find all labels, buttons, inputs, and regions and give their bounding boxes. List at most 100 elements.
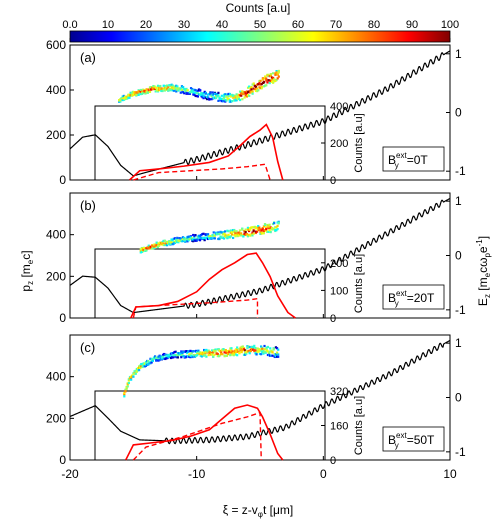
beam-cell bbox=[261, 350, 264, 354]
beam-cell bbox=[139, 249, 142, 252]
beam-cell bbox=[235, 99, 238, 102]
beam-cell bbox=[256, 87, 259, 90]
beam-cell bbox=[154, 86, 157, 89]
beam-cell bbox=[274, 229, 277, 232]
beam-cell bbox=[177, 87, 180, 91]
beam-cell bbox=[234, 99, 237, 102]
beam-cell bbox=[267, 227, 270, 230]
beam-cell bbox=[164, 88, 168, 91]
beam-cell bbox=[262, 81, 266, 84]
beam-cell bbox=[160, 356, 164, 359]
beam-cell bbox=[154, 243, 157, 246]
beam-cell bbox=[181, 238, 185, 241]
beam-cell bbox=[122, 97, 125, 100]
beam-cell bbox=[156, 356, 159, 359]
beam-cell bbox=[216, 352, 219, 356]
beam-cell bbox=[217, 231, 220, 234]
beam-cell bbox=[175, 84, 178, 87]
beam-cell bbox=[182, 355, 185, 358]
beam-cell bbox=[255, 351, 258, 354]
beam-cell bbox=[256, 83, 259, 86]
beam-cell bbox=[167, 356, 170, 359]
beam-cell bbox=[250, 347, 254, 350]
beam-cell bbox=[165, 354, 168, 357]
beam-cell bbox=[186, 92, 189, 95]
beam-cell bbox=[218, 354, 222, 357]
right-tick-label: 0 bbox=[455, 106, 462, 120]
beam-cell bbox=[167, 354, 170, 357]
beam-cell bbox=[164, 353, 167, 357]
spectrum-dashed-line bbox=[132, 297, 259, 319]
phase-space-beam bbox=[123, 344, 280, 398]
beam-cell bbox=[274, 354, 278, 358]
beam-cell bbox=[173, 237, 177, 240]
beam-cell bbox=[139, 248, 142, 251]
field-label-box bbox=[382, 284, 445, 310]
beam-cell bbox=[232, 229, 235, 232]
beam-cell bbox=[187, 238, 190, 241]
beam-cell bbox=[160, 242, 163, 245]
beam-cell bbox=[213, 234, 216, 237]
beam-cell bbox=[192, 240, 195, 243]
left-axis-label: pz [mec] bbox=[19, 250, 35, 291]
beam-cell bbox=[241, 348, 244, 352]
beam-cell bbox=[226, 353, 230, 356]
beam-cell bbox=[188, 353, 191, 356]
beam-cell bbox=[264, 351, 267, 354]
beam-cell bbox=[260, 85, 263, 89]
beam-cell bbox=[121, 97, 124, 100]
beam-cell bbox=[146, 363, 149, 366]
beam-cell bbox=[238, 98, 242, 102]
beam-cell bbox=[268, 81, 271, 85]
beam-cell bbox=[246, 235, 250, 238]
beam-cell bbox=[251, 90, 254, 93]
beam-cell bbox=[146, 91, 149, 94]
beam-cell bbox=[251, 226, 254, 229]
beam-cell bbox=[184, 90, 187, 93]
beam-cell bbox=[265, 229, 268, 232]
beam-cell bbox=[200, 95, 203, 98]
beam-cell bbox=[160, 243, 163, 246]
beam-cell bbox=[151, 245, 154, 248]
beam-cell bbox=[189, 354, 192, 357]
beam-cell bbox=[236, 96, 239, 99]
beam-cell bbox=[168, 243, 171, 246]
beam-cell bbox=[226, 98, 229, 101]
beam-cell bbox=[253, 344, 256, 347]
beam-cell bbox=[134, 91, 137, 94]
beam-cell bbox=[207, 350, 210, 353]
beam-cell bbox=[163, 243, 166, 247]
beam-cell bbox=[259, 79, 262, 82]
beam-cell bbox=[172, 237, 175, 240]
colorbar-tick-label: 90 bbox=[406, 19, 418, 31]
beam-cell bbox=[138, 366, 141, 369]
beam-cell bbox=[181, 351, 184, 355]
beam-cell bbox=[211, 93, 214, 96]
beam-cell bbox=[118, 100, 121, 103]
beam-cell bbox=[121, 95, 124, 98]
beam-cell bbox=[250, 233, 253, 236]
beam-cell bbox=[193, 237, 196, 240]
beam-cell bbox=[255, 230, 259, 233]
beam-cell bbox=[150, 86, 153, 89]
beam-cell bbox=[256, 347, 259, 350]
beam-cell bbox=[233, 349, 236, 352]
beam-cell bbox=[140, 365, 143, 368]
beam-cell bbox=[170, 241, 173, 244]
beam-cell bbox=[138, 90, 141, 93]
beam-cell bbox=[223, 351, 226, 354]
beam-cell bbox=[254, 346, 257, 350]
beam-cell bbox=[143, 90, 146, 93]
beam-cell bbox=[172, 356, 175, 359]
beam-cell bbox=[212, 234, 215, 237]
beam-cell bbox=[217, 99, 220, 102]
beam-cell bbox=[201, 237, 204, 240]
right-tick-label: -1 bbox=[455, 445, 466, 459]
beam-cell bbox=[238, 232, 242, 235]
beam-cell bbox=[244, 353, 247, 356]
beam-cell bbox=[257, 350, 260, 353]
beam-cell bbox=[181, 90, 185, 94]
field-label-box bbox=[382, 426, 445, 452]
beam-cell bbox=[129, 94, 132, 97]
inset-tick-label: 0 bbox=[330, 313, 336, 325]
